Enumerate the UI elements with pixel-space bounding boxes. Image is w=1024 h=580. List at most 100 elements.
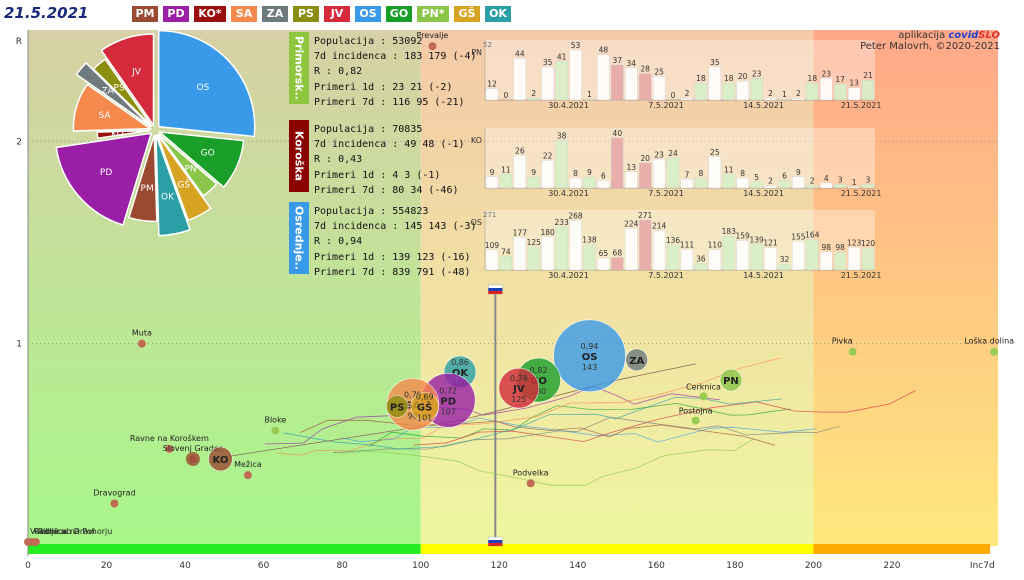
region-card-tab: Koroška	[289, 120, 309, 192]
mini-bar-label: 109	[485, 241, 500, 250]
mini-bar	[541, 66, 554, 101]
pie-slice	[157, 133, 218, 197]
mini-bar-label: 13	[849, 79, 859, 88]
region-button-jv[interactable]: JV	[324, 6, 350, 22]
mini-bar-label: 9	[490, 168, 495, 177]
mini-bar-label: 183	[722, 227, 737, 236]
pie-label: GO	[201, 149, 215, 159]
region-button-pd[interactable]: PD	[163, 6, 189, 22]
pie-label: PN	[185, 165, 197, 175]
region-button-ko-star[interactable]: KO*	[194, 6, 226, 22]
brand-author: Peter Malovrh, ©2020-2021	[860, 41, 1000, 52]
mini-chart-ymax: 271	[483, 211, 496, 219]
mini-bar	[625, 228, 638, 271]
mini-bar-label: 0	[671, 91, 676, 100]
mini-bar	[820, 182, 833, 189]
mini-bar	[806, 185, 819, 189]
mini-chart-date: 7.5.2021	[648, 271, 684, 280]
mini-bar-label: 8	[573, 169, 578, 178]
mini-bar-label: 11	[501, 165, 511, 174]
x-band-2	[813, 544, 991, 554]
history-trail	[413, 390, 916, 446]
mini-bar-label: 1	[782, 90, 787, 99]
town-marker	[271, 426, 280, 435]
mini-bar-label: 28	[640, 65, 650, 74]
mini-bar	[792, 241, 805, 271]
bubble-inc-label: 143	[582, 363, 597, 372]
mini-bar-label: 180	[541, 228, 556, 237]
town-marker	[526, 479, 535, 488]
history-trail	[300, 419, 776, 446]
mini-bar-label: 1	[587, 90, 592, 99]
mini-bar-label: 120	[861, 239, 876, 248]
mini-bar-label: 3	[838, 175, 843, 184]
region-button-ps[interactable]: PS	[293, 6, 319, 22]
mini-bar	[597, 54, 610, 101]
pie-slice	[92, 58, 153, 127]
mini-bar	[708, 66, 721, 101]
pie-label: KO	[111, 129, 124, 139]
mini-bar	[847, 87, 861, 101]
region-stat-line: 7d incidenca : 183 179 (-4)	[314, 51, 477, 63]
mini-bar-label: 74	[501, 247, 511, 256]
pie-label: GŠ	[177, 178, 190, 190]
region-button-os[interactable]: OS	[355, 6, 381, 22]
region-stat-line: Primeri 7d : 80 34 (-46)	[314, 184, 459, 196]
region-button-go[interactable]: GO	[386, 6, 412, 22]
x-tick-label: 60	[258, 561, 270, 571]
mini-bar	[666, 157, 680, 189]
mini-bar	[708, 249, 721, 271]
town-label: Radlje ob Dravi	[34, 527, 95, 536]
town-label: Mežica	[234, 460, 262, 469]
mini-bar	[764, 185, 777, 189]
pie-label: OK	[161, 192, 175, 202]
mini-bar-label: 65	[599, 249, 609, 258]
mini-bar-label: 18	[808, 74, 818, 83]
x-tick-label: 100	[412, 561, 429, 571]
mini-bar-label: 32	[780, 255, 790, 264]
mini-bar-label: 35	[543, 58, 553, 67]
mini-bar	[806, 82, 819, 101]
mini-bar-label: 268	[568, 212, 583, 221]
mini-bar	[611, 257, 624, 271]
region-button-sa[interactable]: SA	[231, 6, 257, 22]
mini-bar	[499, 174, 513, 189]
town-label: Muta	[132, 329, 152, 338]
region-stat-line: Primeri 1d : 4 3 (-1)	[314, 169, 441, 181]
mini-bar-label: 20	[640, 154, 650, 163]
region-stat-line: Populacija : 70835	[314, 124, 423, 135]
mini-bar-label: 121	[763, 239, 778, 248]
mini-bar	[527, 97, 540, 101]
region-button-za[interactable]: ZA	[262, 6, 288, 22]
mini-bar-label: 110	[708, 241, 723, 250]
region-button-gš[interactable]: GŠ	[454, 6, 480, 22]
bubble-code-label: KO	[213, 455, 229, 466]
x-tick-label: Inc7d	[970, 561, 995, 571]
bubble-code-label: OK	[452, 368, 470, 379]
region-button-pm[interactable]: PM	[132, 6, 158, 22]
mini-bar	[513, 155, 526, 189]
town-label: Podvelka	[513, 468, 549, 477]
mini-bar	[736, 177, 749, 189]
region-button-pn-star[interactable]: PN*	[417, 6, 449, 22]
mini-chart-date: 21.5.2021	[841, 189, 882, 198]
brand-prefix: aplikacija	[898, 30, 949, 41]
mini-bar-label: 11	[724, 165, 734, 174]
mini-bar-label: 18	[696, 74, 706, 83]
mini-bar	[625, 67, 638, 101]
bubble-code-label: GO	[530, 376, 547, 387]
brand-name-b: SLO	[978, 30, 1000, 41]
region-button-ok[interactable]: OK	[485, 6, 511, 22]
region-bubble	[498, 367, 540, 409]
bubble-code-label: PN	[723, 376, 739, 387]
region-bubble	[385, 395, 409, 418]
town-bubble	[185, 451, 200, 466]
brand-name: covidSLO	[948, 30, 1000, 41]
region-stats: Populacija : 53092 7d incidenca : 183 179…	[314, 34, 477, 110]
region-stat-line: Primeri 7d : 839 791 (-48)	[314, 266, 471, 278]
mini-bar	[834, 251, 847, 271]
bubble-r-label: 0,70	[404, 390, 422, 399]
mini-bar-label: 6	[601, 172, 606, 181]
mini-bar-label: 4	[824, 174, 829, 183]
town-marker	[243, 471, 252, 480]
